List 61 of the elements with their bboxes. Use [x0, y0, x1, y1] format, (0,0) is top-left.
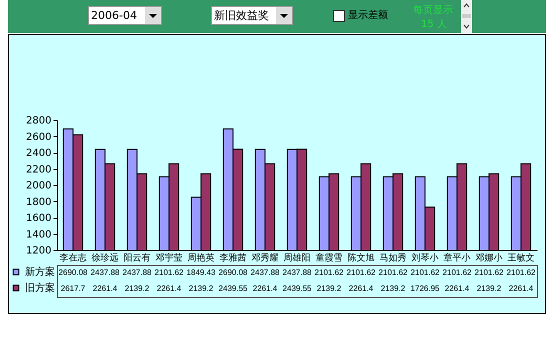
y-tick-label: 2800 [26, 116, 52, 126]
x-tick-label: 阳云有 [124, 252, 150, 264]
data-label: 2139.2 [380, 284, 406, 293]
data-label: 1726.95 [410, 284, 440, 293]
data-label: 2139.2 [124, 284, 150, 293]
data-label: 2437.88 [90, 268, 120, 277]
y-tick-label: 2000 [26, 180, 52, 192]
x-tick-label: 李在志 [60, 252, 86, 264]
x-tick-label: 马如秀 [380, 252, 406, 264]
x-tick-label: 徐珍远 [92, 252, 118, 264]
x-tick-label: 邓秀耀 [252, 252, 278, 264]
x-tick-label: 陈文旭 [348, 252, 374, 264]
data-label: 2690.08 [58, 268, 88, 277]
x-tick-label: 刘琴小 [412, 252, 438, 264]
data-label: 2101.62 [410, 268, 440, 277]
x-tick-label: 李雅茜 [220, 252, 246, 264]
data-label: 2139.2 [316, 284, 342, 293]
data-label: 2261.4 [156, 284, 182, 293]
dropdown-field: 2006-04 [88, 6, 162, 25]
data-label: 2439.55 [218, 284, 248, 293]
data-label: 2101.62 [506, 268, 536, 277]
data-label: 2101.62 [442, 268, 472, 277]
data-label: 2439.55 [282, 284, 312, 293]
data-label: 2261.4 [508, 284, 534, 293]
data-label: 2101.62 [154, 268, 184, 277]
y-tick-label: 1200 [26, 246, 52, 256]
legend-label: 旧方案 [25, 282, 55, 294]
data-label: 2139.2 [188, 284, 214, 293]
data-label: 2437.88 [282, 268, 312, 277]
dropdown-field: 新旧效益奖 [211, 6, 293, 25]
data-label: 2139.2 [476, 284, 502, 293]
text: 15 人 [421, 18, 447, 31]
x-tick-label: 邓宇莹 [156, 252, 182, 264]
data-label: 2101.62 [378, 268, 408, 277]
data-label: 2101.62 [314, 268, 344, 277]
data-label: 2261.4 [92, 284, 118, 293]
x-tick-label: 邓娜小 [476, 252, 502, 264]
data-label: 2617.7 [60, 284, 86, 293]
data-label: 2690.08 [218, 268, 248, 277]
y-tick-label: 2400 [26, 148, 52, 159]
x-tick-label: 周艳英 [188, 252, 214, 264]
data-label: 2437.88 [250, 268, 280, 277]
data-label: 2261.4 [252, 284, 278, 293]
y-tick-label: 1600 [26, 213, 52, 224]
data-label: 2101.62 [346, 268, 376, 277]
data-label: 2101.62 [474, 268, 504, 277]
y-tick-label: 1800 [26, 196, 52, 208]
data-label: 2261.4 [444, 284, 470, 293]
y-tick-label: 1400 [26, 229, 52, 240]
text: 每页显示 [413, 4, 453, 17]
x-tick-label: 王敏文 [508, 252, 534, 264]
x-tick-label: 童霞雪 [316, 252, 342, 264]
y-tick-label: 2600 [26, 132, 52, 143]
legend-label: 新方案 [25, 266, 55, 278]
data-label: 2437.88 [122, 268, 152, 277]
data-label: 1849.43 [186, 268, 216, 277]
text: 显示差额 [348, 8, 388, 22]
x-tick-label: 周雄阳 [284, 252, 310, 264]
x-tick-label: 章平小 [444, 252, 470, 264]
data-label: 2261.4 [348, 284, 374, 293]
y-tick-label: 2200 [26, 164, 52, 176]
